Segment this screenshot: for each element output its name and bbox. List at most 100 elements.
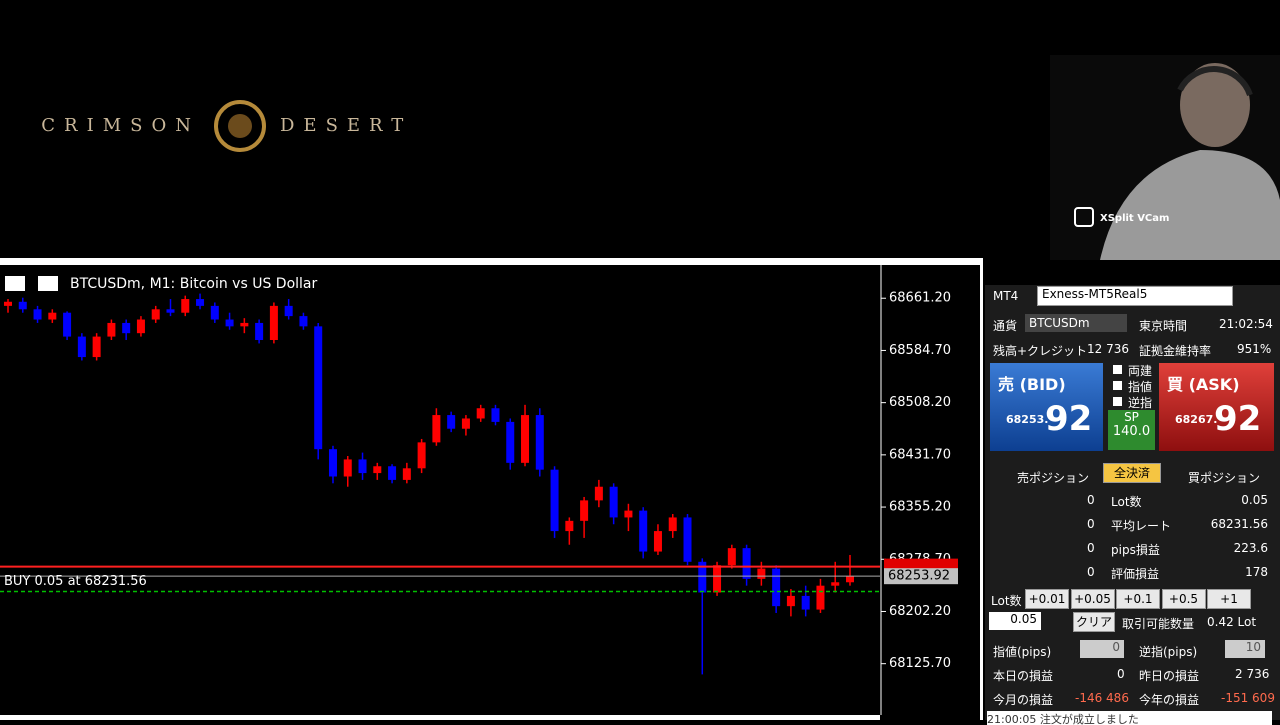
buy-value: 68231.56 xyxy=(1210,517,1268,531)
option-label: 指値 xyxy=(1128,380,1153,394)
game-logo: CRIMSON xyxy=(41,115,200,136)
candle-body xyxy=(476,408,485,419)
option-checkbox[interactable] xyxy=(1113,397,1122,406)
buy-button[interactable]: 買 (ASK) 68267. 92 xyxy=(1159,363,1274,451)
candle-body xyxy=(461,418,470,429)
trade-panel: MT4 Exness-MT5Real5 通貨 BTCUSDm 東京時間 21:0… xyxy=(985,285,1280,725)
candle-body xyxy=(639,510,648,552)
option-label: 逆指 xyxy=(1128,396,1153,410)
label: 売ポジション xyxy=(1017,471,1090,485)
row-label: 評価損益 xyxy=(1111,567,1160,581)
y-tick-label: 68125.70 xyxy=(889,656,951,671)
row-label: pips損益 xyxy=(1111,543,1160,557)
candle-body xyxy=(713,565,722,593)
y-tick-label: 68661.20 xyxy=(889,291,951,306)
candle-body xyxy=(166,309,175,313)
row-label: Lot数 xyxy=(1111,495,1142,509)
candle-body xyxy=(269,305,278,340)
candle-body xyxy=(727,548,736,566)
candle-body xyxy=(846,576,854,583)
value: 0 xyxy=(1117,667,1125,681)
person xyxy=(1180,63,1250,147)
ask-main: 68267. xyxy=(1175,413,1218,426)
label: 取引可能数量 xyxy=(1122,617,1195,631)
y-tick-label: 68431.70 xyxy=(889,447,951,462)
lot-input[interactable]: 0.05 xyxy=(989,612,1041,630)
value: 12 736 xyxy=(1087,342,1129,356)
value: 951% xyxy=(1237,342,1272,356)
sell-value: 0 xyxy=(1087,493,1095,507)
candle-body xyxy=(402,468,411,480)
candle-body xyxy=(151,309,160,320)
candle-body xyxy=(565,520,574,532)
candle-body xyxy=(107,322,116,337)
order-label: BUY 0.05 at 68231.56 xyxy=(4,574,147,589)
limit-input[interactable]: 0 xyxy=(1080,640,1124,658)
headset xyxy=(1177,66,1253,97)
value: 2 736 xyxy=(1235,667,1270,681)
sp-label: SP xyxy=(1124,410,1139,424)
clear-button[interactable]: クリア xyxy=(1073,612,1115,632)
bid-tag xyxy=(884,568,958,585)
buy-value: 178 xyxy=(1245,565,1268,579)
value: 0.42 Lot xyxy=(1207,615,1257,629)
candle-body xyxy=(831,582,840,586)
label: 昨日の損益 xyxy=(1139,669,1200,683)
lot-button[interactable]: +1 xyxy=(1207,589,1251,609)
sell-button[interactable]: 売 (BID) 68253. 92 xyxy=(990,363,1103,451)
logo-emblem xyxy=(228,114,252,138)
label: 本日の損益 xyxy=(993,669,1054,683)
label: Lot数 xyxy=(991,594,1022,608)
option-checkbox[interactable] xyxy=(1113,381,1122,390)
label: 買ポジション xyxy=(1188,471,1261,485)
candle-body xyxy=(225,319,234,327)
value: -151 609 xyxy=(1221,691,1275,705)
close-all-button[interactable]: 全決済 xyxy=(1103,463,1161,483)
candle-body xyxy=(196,299,205,306)
lot-button[interactable]: +0.5 xyxy=(1161,589,1206,609)
lot-button[interactable]: +0.1 xyxy=(1116,589,1160,609)
bid-main: 68253. xyxy=(1006,413,1049,426)
buy-value: 223.6 xyxy=(1233,541,1268,555)
candle-body xyxy=(181,299,190,313)
candle-body xyxy=(594,486,603,501)
label: 通貨 xyxy=(993,319,1018,333)
candle-body xyxy=(624,510,633,518)
spread-box: SP 140.0 xyxy=(1108,410,1155,450)
candle-body xyxy=(48,312,57,320)
candle-body xyxy=(550,469,559,532)
candle-body xyxy=(580,500,589,521)
candle-body xyxy=(77,336,86,358)
candle-body xyxy=(136,319,145,334)
ask-label: 買 (ASK) xyxy=(1167,375,1240,394)
sell-value: 0 xyxy=(1087,541,1095,555)
candle-body xyxy=(63,312,72,337)
label: 残高+クレジット xyxy=(993,344,1088,358)
lot-button[interactable]: +0.01 xyxy=(1025,589,1069,609)
server-select[interactable]: Exness-MT5Real5 xyxy=(1037,286,1233,306)
candle-body xyxy=(698,561,707,593)
option-checkbox[interactable] xyxy=(1113,365,1122,374)
label: 逆指(pips) xyxy=(1139,645,1198,659)
candle-body xyxy=(358,459,367,474)
label: 証拠金維持率 xyxy=(1139,344,1212,358)
candle-body xyxy=(816,585,825,610)
symbol-select[interactable]: BTCUSDm xyxy=(1025,314,1127,332)
row-label: 平均レート xyxy=(1111,519,1172,533)
candle-body xyxy=(314,326,323,450)
candle-body xyxy=(240,322,249,327)
app-label: MT4 xyxy=(993,289,1019,303)
lot-button[interactable]: +0.05 xyxy=(1070,589,1115,609)
sp-value: 140.0 xyxy=(1112,424,1151,439)
chart-icon xyxy=(38,276,58,291)
bid-pips: 92 xyxy=(1045,399,1093,439)
stop-input[interactable]: 10 xyxy=(1225,640,1265,658)
candle-body xyxy=(757,568,766,579)
candle-body xyxy=(491,408,500,422)
y-tick-label: 68355.20 xyxy=(889,500,951,515)
chart-area xyxy=(0,265,880,715)
candle-body xyxy=(4,301,12,306)
person xyxy=(1100,150,1280,260)
